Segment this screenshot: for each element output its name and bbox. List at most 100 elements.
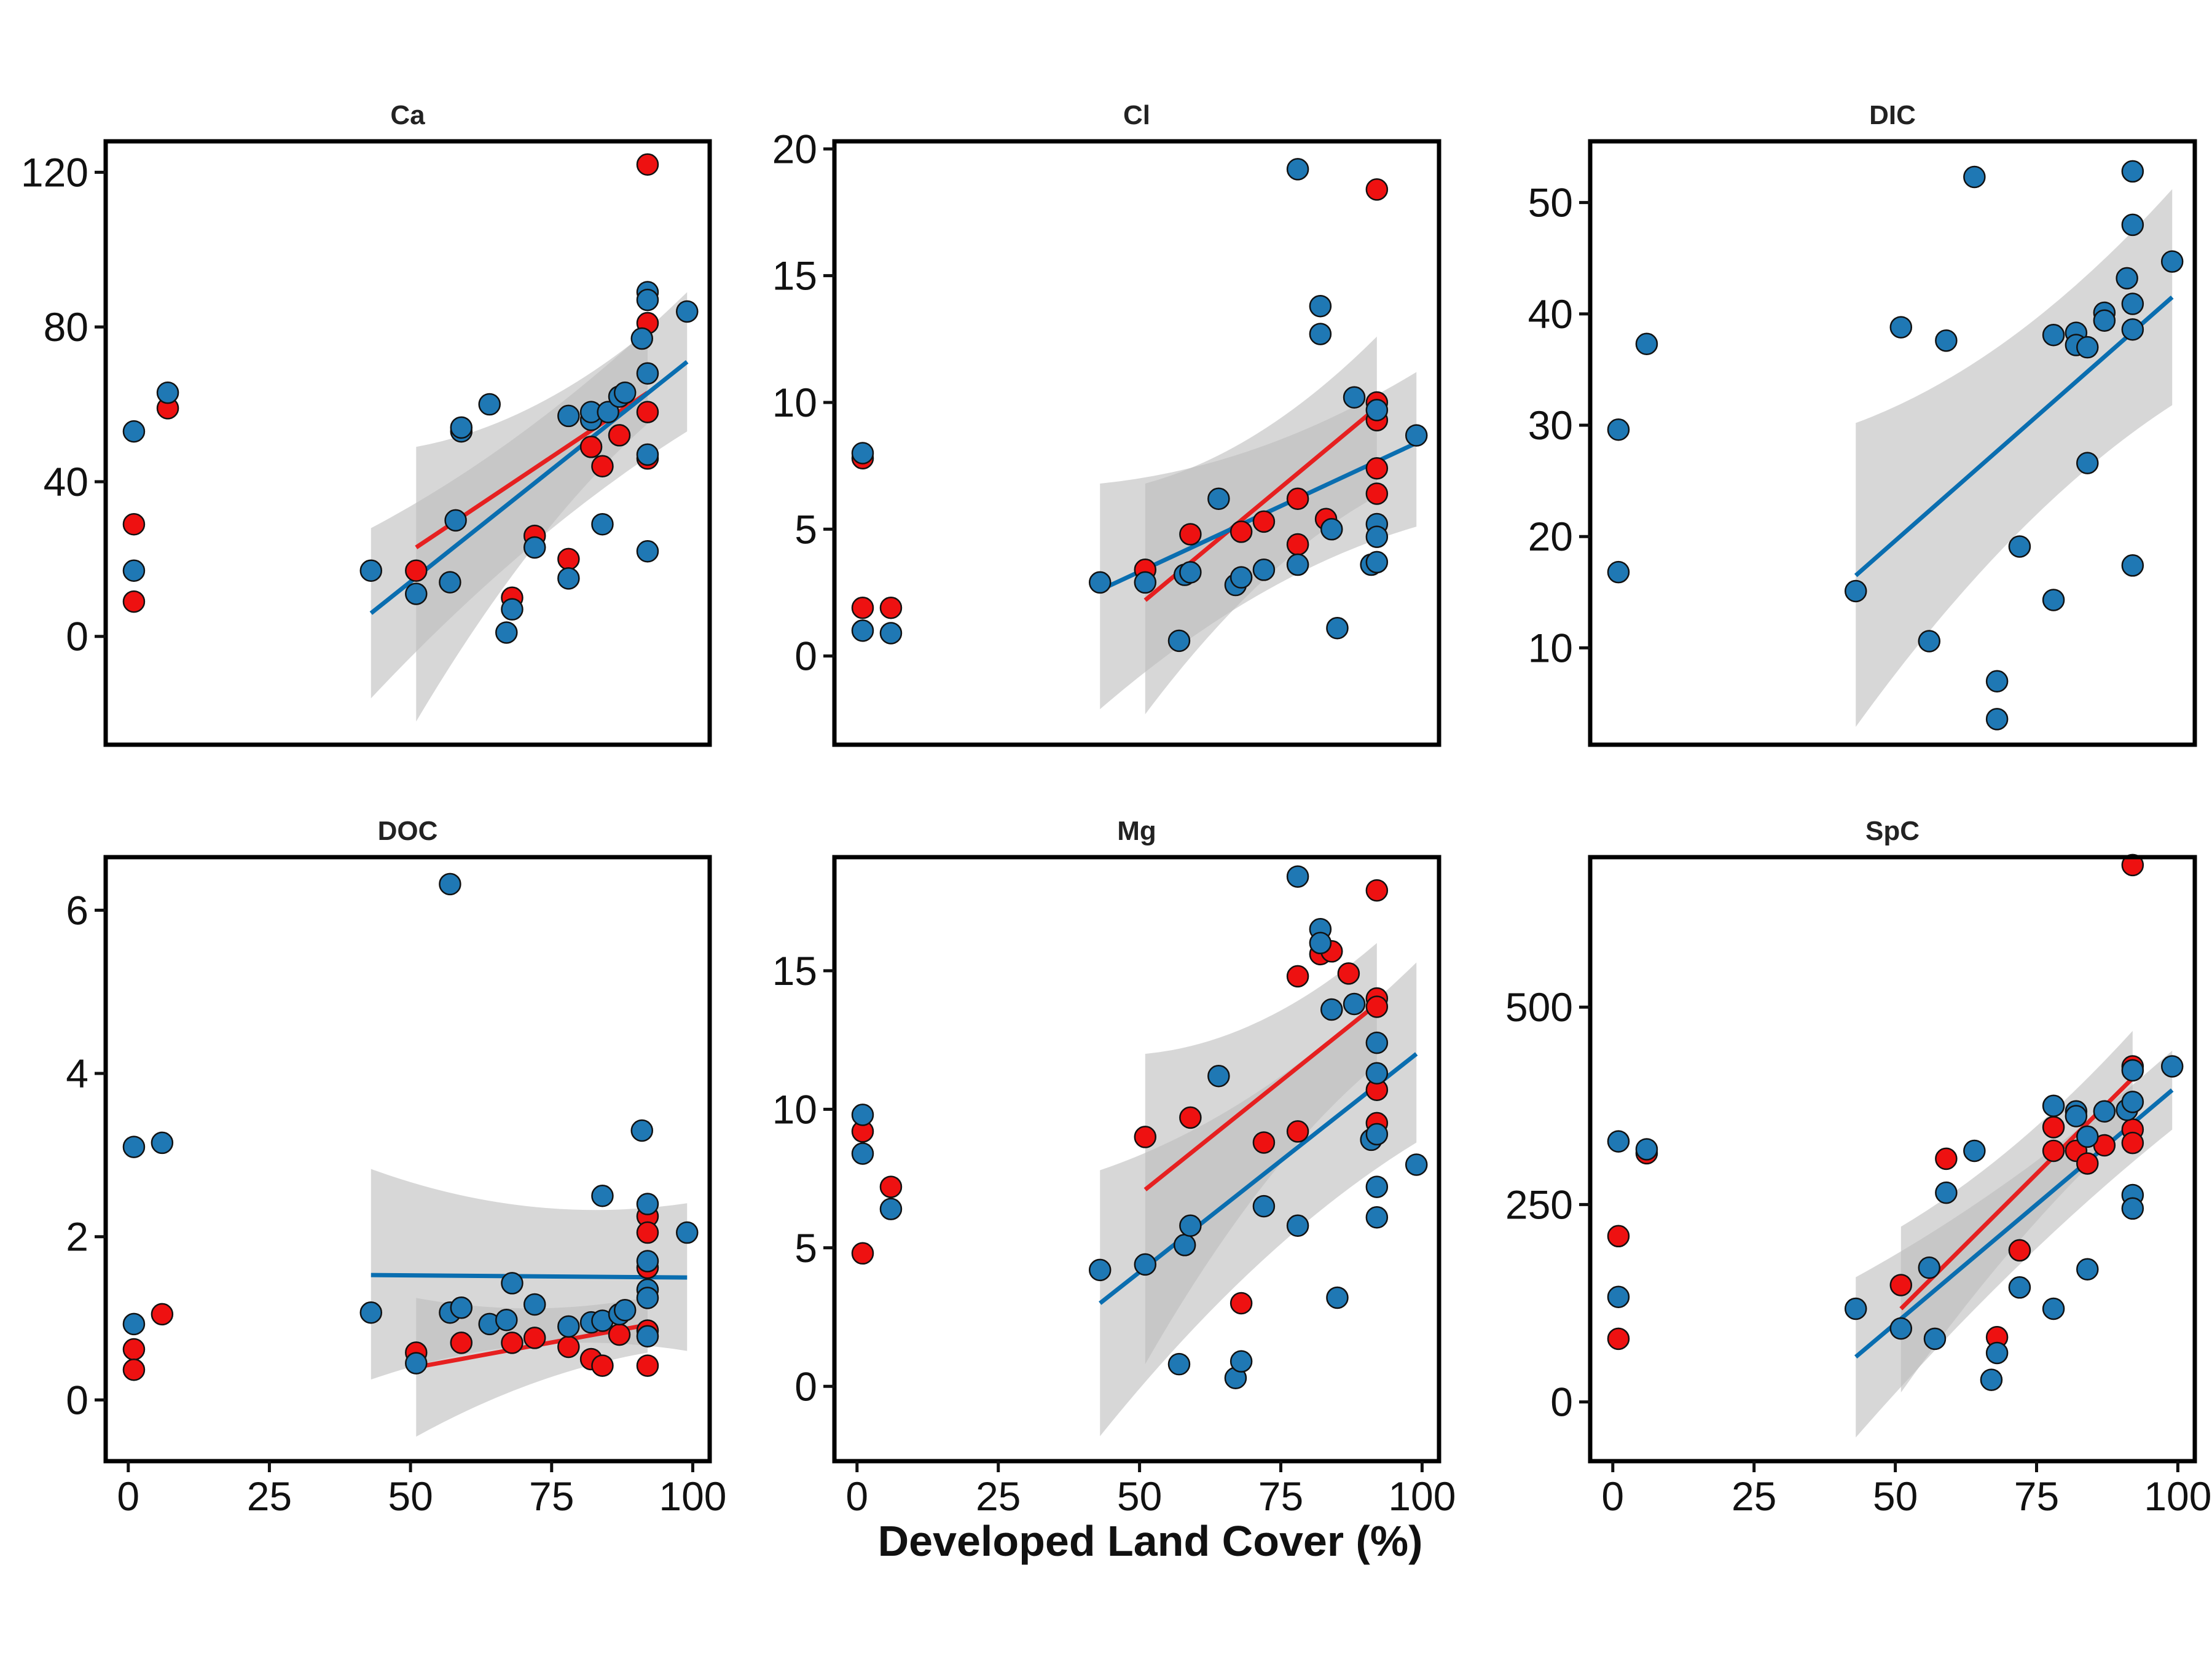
data-point-blue [1607,560,1630,584]
data-point-blue [2008,1276,2031,1299]
data-point-blue [1635,332,1658,355]
data-point-blue [1167,629,1191,653]
data-point-blue [597,401,619,423]
data-point-blue [636,1250,659,1273]
data-point-red [1365,457,1389,480]
x-tick-label: 0 [1601,1473,1624,1519]
y-tick-label: 6 [66,887,88,933]
fit-line-blue [371,1273,688,1280]
data-point-blue [1980,1368,2003,1391]
data-point-red [879,1175,903,1198]
data-point-red [1252,510,1276,533]
panel-doc: DOC 0 2 4 6 0 25 50 75 100 [66,816,726,1519]
data-point-blue [1963,165,1986,189]
data-point-blue [1134,571,1157,594]
panel-spc: SpC 0 250 500 0 25 50 75 100 [1505,816,2212,1519]
data-point-blue [2076,452,2099,474]
data-point-blue [1179,1214,1202,1237]
data-point-blue [1326,1286,1349,1309]
data-point-red [1286,965,1309,988]
data-point-red [523,1327,546,1349]
x-tick-label: 100 [659,1473,726,1519]
data-point-blue [636,1193,659,1215]
data-point-red [1252,1131,1276,1154]
data-point-blue [1167,1352,1191,1376]
data-point-blue [1963,1139,1986,1163]
data-point-blue [2076,1125,2099,1148]
data-point-red [557,1335,580,1359]
data-point-red [122,512,146,536]
confidence-band-blue [1856,189,2173,728]
panel-frame-dic [1588,139,2197,747]
data-point-blue [591,512,614,536]
data-point-red [1286,533,1309,556]
data-point-red [2008,1239,2031,1262]
data-point-blue [2076,335,2099,359]
data-point-blue [1405,1153,1428,1176]
panels: Ca04080120Cl05101520DIC1020304050DOC0246… [21,100,2212,1519]
fit-line-red [1143,1002,1379,1191]
data-point-blue [591,1185,614,1207]
panel-title-ca: Ca [390,100,425,130]
data-point-blue [676,300,699,323]
data-point-blue [1365,551,1389,574]
data-point-red [579,436,603,458]
fit-line-blue [1854,296,2174,578]
data-point-blue [1365,1175,1389,1198]
y-tick-label: 20 [772,126,817,171]
data-point-blue [1230,1350,1253,1373]
data-point-blue [613,381,637,404]
data-point-blue [2042,589,2065,611]
data-point-blue [1252,559,1276,581]
data-point-blue [613,1299,637,1322]
data-point-red [557,547,580,571]
data-point-red [122,590,146,613]
data-point-blue [2121,1197,2144,1220]
y-tick-label: 10 [772,1086,817,1132]
y-tick-label: 50 [1528,180,1573,226]
data-point-blue [1918,630,1941,653]
data-point-red [2076,1152,2099,1175]
data-point-red [1365,178,1389,201]
x-tick-label: 25 [1732,1473,1776,1519]
data-point-red [1230,520,1253,543]
data-point-blue [1252,1194,1276,1218]
data-point-red [122,1358,146,1381]
y-tick-label: 10 [1528,625,1573,670]
data-point-blue [1889,1317,1913,1340]
data-point-blue [1309,294,1332,318]
data-point-red [851,1242,874,1265]
panel-ca: Ca 0 40 80 120 [21,100,712,747]
data-point-blue [444,509,467,532]
data-point-red [1337,962,1360,985]
x-tick-label: 75 [2014,1473,2059,1519]
data-point-blue [2008,535,2031,558]
data-point-blue [1607,1285,1630,1308]
data-point-red [1230,1292,1253,1315]
data-point-blue [636,362,659,385]
data-point-blue [1405,424,1428,447]
data-point-red [591,455,614,478]
x-tick-label: 75 [1258,1473,1303,1519]
data-point-blue [1844,1297,1867,1320]
data-point-blue [405,1352,428,1375]
panel-frame-cl [832,139,1441,747]
y-tick-label: 0 [66,614,88,659]
data-point-red [1365,995,1389,1018]
panel-frame-doc [103,855,712,1464]
data-point-blue [122,559,146,582]
data-point-blue [630,327,654,350]
data-point-red [450,1332,473,1354]
data-point-blue [1343,992,1366,1016]
panel-title-cl: Cl [1123,100,1150,130]
data-point-blue [1207,1064,1230,1088]
data-point-blue [636,288,659,312]
y-tick-label: 15 [772,253,817,299]
data-point-red [1286,487,1309,511]
x-tick-label: 25 [976,1473,1021,1519]
data-point-blue [1985,670,2009,692]
y-tick-label: 4 [66,1051,88,1096]
data-point-blue [1320,998,1343,1021]
y-tick-label: 0 [794,1363,817,1409]
data-point-red [636,1354,659,1377]
